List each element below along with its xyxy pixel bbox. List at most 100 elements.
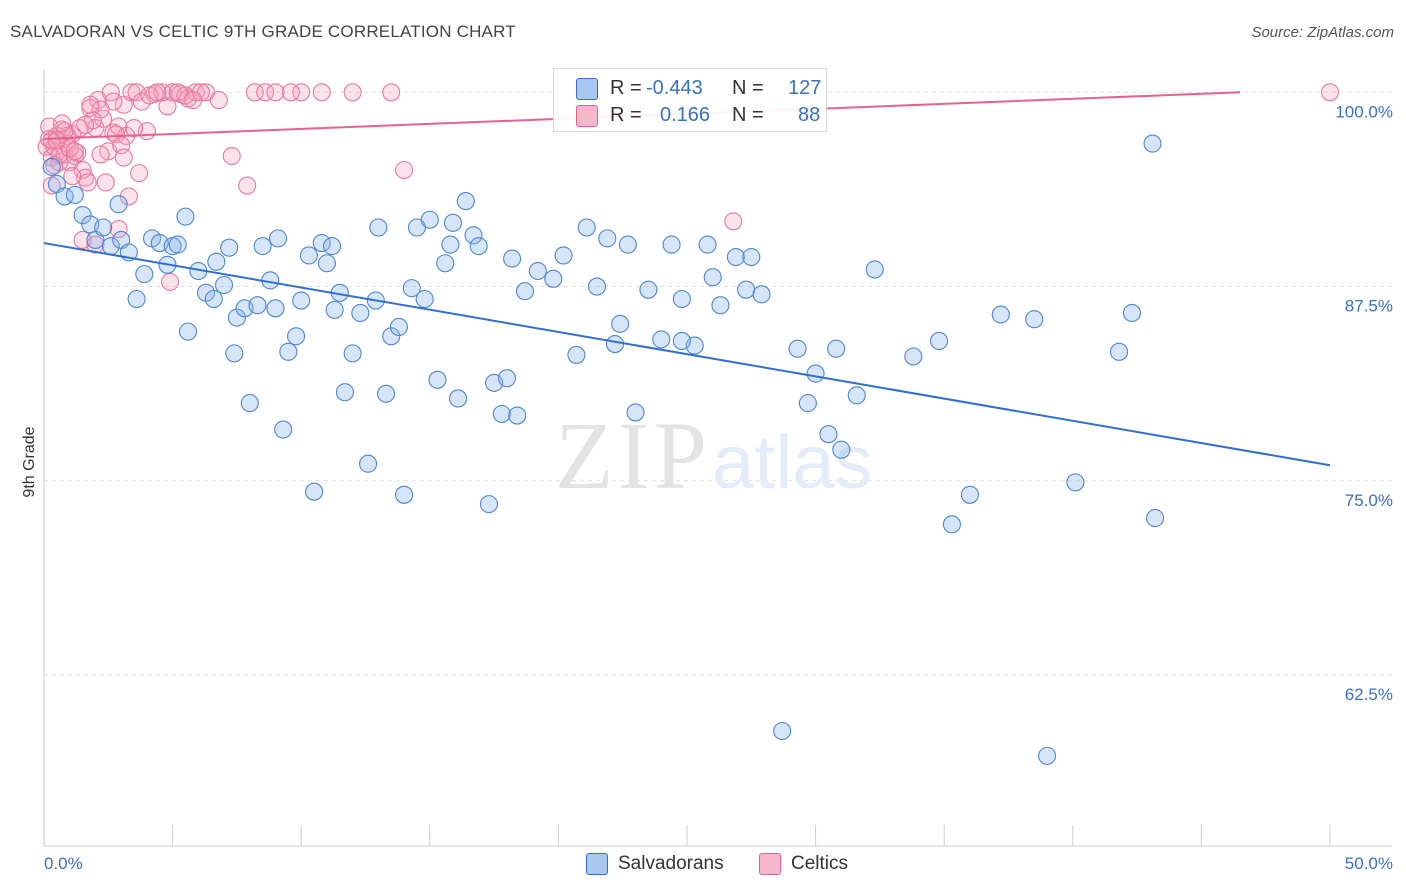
celtics-legend-label: Celtics	[791, 853, 849, 874]
salvadoran-point	[930, 331, 949, 351]
salvadoran-point	[317, 254, 336, 273]
celtic-point	[292, 83, 311, 102]
salvadoran-point	[323, 237, 342, 256]
salvadoran-point	[335, 383, 354, 402]
salvadoran-point	[299, 246, 318, 265]
salvadoran-point	[773, 721, 792, 741]
celtic-point	[47, 131, 66, 150]
salvadoran-point	[402, 279, 421, 298]
salvadoran-point	[351, 303, 370, 323]
salvadoran-point	[567, 345, 586, 364]
salvadoran-point	[991, 305, 1010, 324]
celtic-point	[52, 114, 72, 133]
salvadoran-point	[449, 389, 468, 408]
salvadoran-point	[598, 229, 617, 248]
salvadoran-point	[798, 394, 817, 413]
celtics-swatch	[576, 105, 598, 127]
salvadoran-point	[479, 495, 499, 514]
celtic-point	[106, 125, 126, 144]
salvadoran-point	[503, 249, 522, 268]
source-credit: Source: ZipAtlas.com	[1251, 24, 1394, 41]
celtics-points	[37, 83, 1340, 291]
salvadoran-point	[94, 218, 113, 237]
salvadoran-point	[626, 403, 645, 422]
y-tick-label: 100.0%	[1335, 102, 1393, 121]
celtic-point	[91, 145, 110, 164]
x-tick-label-max: 50.0%	[1345, 854, 1393, 873]
salvadoran-point	[611, 314, 630, 333]
celtic-point	[158, 97, 177, 116]
celtic-point	[184, 91, 203, 110]
salvadoran-point	[395, 485, 414, 504]
salvadoran-point	[220, 238, 239, 257]
celtic-point	[86, 235, 105, 254]
salvadoran-point	[672, 289, 691, 309]
salvadoran-point	[312, 233, 331, 253]
salvadoran-point	[806, 364, 825, 383]
celtic-point	[81, 95, 100, 114]
salvadoran-point	[752, 285, 771, 304]
salvadoran-point	[168, 235, 187, 254]
salvadoran-point	[492, 404, 511, 424]
celtic-point	[148, 83, 167, 102]
salvadorans-points	[42, 134, 1165, 765]
salvadoran-point	[528, 261, 547, 281]
chart-title: SALVADORAN VS CELTIC 9TH GRADE CORRELATI…	[10, 22, 516, 41]
celtic-point	[96, 173, 115, 192]
salvadoran-point	[587, 277, 607, 296]
celtic-point	[114, 148, 133, 167]
salvadoran-point	[109, 195, 128, 214]
salvadoran-point	[382, 327, 401, 346]
celtic-point	[343, 83, 362, 102]
y-tick-label: 75.0%	[1345, 491, 1393, 510]
salvadorans-r-value: -0.443	[646, 77, 703, 99]
salvadorans-trend-line	[43, 242, 1331, 467]
celtic-point	[312, 83, 331, 102]
celtic-point	[78, 173, 97, 192]
celtic-point	[191, 83, 210, 102]
celtic-point	[266, 83, 285, 102]
celtic-point	[160, 272, 180, 291]
salvadoran-point	[178, 322, 198, 341]
salvadoran-point	[389, 317, 408, 337]
salvadoran-point	[847, 386, 866, 405]
salvadoran-point	[1143, 134, 1162, 153]
celtic-point	[724, 212, 743, 231]
salvadoran-point	[1146, 509, 1165, 528]
celtics-r-value: 0.166	[660, 104, 711, 126]
salvadoran-point	[207, 252, 226, 271]
salvadoran-point	[819, 425, 838, 444]
salvadoran-point	[942, 515, 961, 534]
celtic-point	[104, 92, 123, 111]
salvadoran-point	[415, 289, 434, 309]
salvadoran-point	[726, 247, 745, 267]
salvadorans-n-value: 127	[788, 77, 822, 99]
celtic-point	[281, 83, 300, 102]
salvadoran-point	[65, 185, 84, 204]
salvadoran-point	[788, 339, 807, 358]
salvadoran-point	[292, 291, 311, 310]
salvadoran-point	[1066, 473, 1085, 492]
celtic-point	[395, 160, 414, 180]
salvadoran-point	[1110, 342, 1129, 361]
celtic-point	[382, 83, 401, 102]
salvadoran-point	[1038, 746, 1057, 765]
x-tick-label-min: 0.0%	[44, 854, 83, 873]
salvadoran-point	[343, 344, 362, 363]
r-label: R =	[610, 104, 642, 126]
celtic-point	[124, 119, 144, 138]
salvadoran-point	[960, 485, 979, 504]
n-label: N =	[732, 104, 764, 126]
salvadoran-point	[176, 207, 195, 226]
salvadoran-point	[204, 289, 223, 309]
salvadoran-point	[377, 384, 396, 403]
celtic-point	[209, 91, 228, 110]
salvadorans-legend-label: Salvadorans	[618, 853, 724, 874]
salvadoran-point	[73, 206, 92, 225]
celtics-legend-swatch	[759, 853, 781, 875]
watermark-atlas: atlas	[712, 420, 873, 505]
y-axis-label: 9th Grade	[21, 426, 38, 497]
salvadoran-point	[698, 235, 717, 254]
salvadoran-point	[127, 289, 146, 309]
